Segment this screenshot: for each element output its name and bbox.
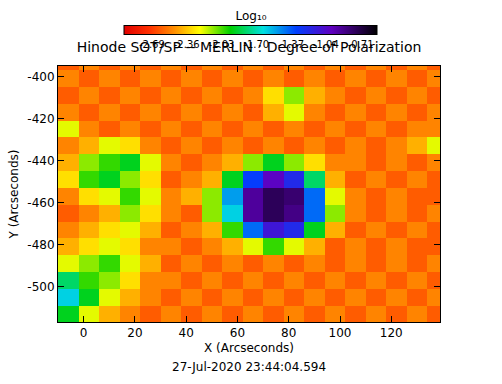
svg-text:-480: -480 <box>27 238 54 252</box>
svg-text:100: 100 <box>329 326 352 340</box>
svg-text:-2.03: -2.03 <box>209 39 235 50</box>
svg-text:120: 120 <box>380 326 403 340</box>
svg-text:-2.36: -2.36 <box>174 39 200 50</box>
svg-text:Y (Arcseconds): Y (Arcseconds) <box>7 149 21 239</box>
svg-text:-460: -460 <box>27 196 54 210</box>
svg-text:Hinode SOT/SP -- MERLIN : Degr: Hinode SOT/SP -- MERLIN : Degree of Pola… <box>77 39 422 55</box>
svg-text:-420: -420 <box>27 112 54 126</box>
svg-text:-500: -500 <box>27 280 54 294</box>
svg-text:80: 80 <box>281 326 296 340</box>
svg-text:0: 0 <box>80 326 88 340</box>
svg-text:-1.70: -1.70 <box>243 39 269 50</box>
svg-text:-400: -400 <box>27 70 54 84</box>
svg-text:-1.04: -1.04 <box>313 39 339 50</box>
svg-text:-1.37: -1.37 <box>278 39 304 50</box>
svg-text:27-Jul-2020 23:44:04.594: 27-Jul-2020 23:44:04.594 <box>172 360 326 374</box>
svg-text:-440: -440 <box>27 154 54 168</box>
svg-text:40: 40 <box>179 326 194 340</box>
svg-text:20: 20 <box>127 326 142 340</box>
svg-text:-2.69: -2.69 <box>139 39 165 50</box>
svg-text:X (Arcseconds): X (Arcseconds) <box>204 341 294 355</box>
svg-text:60: 60 <box>230 326 245 340</box>
svg-text:-0.71: -0.71 <box>348 39 374 50</box>
svg-text:Log₁₀: Log₁₀ <box>235 9 266 23</box>
